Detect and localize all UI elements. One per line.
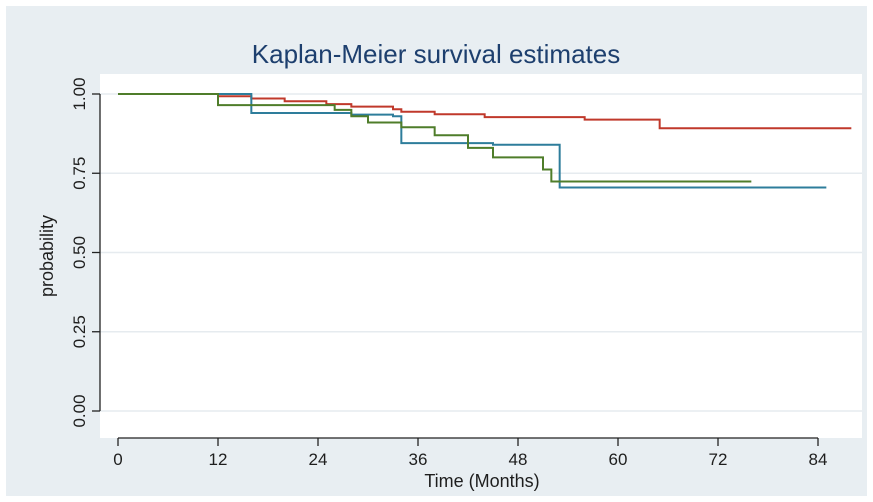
survival-curves	[118, 93, 852, 189]
y-axis: 0.00 0.25 0.50 0.75 1.00	[70, 77, 101, 428]
y-axis-title: probability	[37, 215, 57, 297]
x-tick-label: 24	[309, 450, 328, 469]
x-tick-label: 84	[809, 450, 828, 469]
chart-panel: Kaplan-Meier survival estimates 0.00 0.25…	[6, 6, 867, 496]
y-tick-label: 0.00	[70, 394, 89, 427]
x-tick-label: 48	[509, 450, 528, 469]
x-axis: 0 12 24 36 48 60 72 84	[113, 437, 828, 469]
y-tick-label: 0.25	[70, 315, 89, 348]
x-tick-label: 0	[113, 450, 122, 469]
survival-curve-2	[118, 93, 827, 189]
y-tick-label: 0.50	[70, 236, 89, 269]
grid-lines	[100, 93, 862, 412]
chart-title: Kaplan-Meier survival estimates	[252, 39, 620, 69]
x-tick-label: 12	[209, 450, 228, 469]
km-chart: Kaplan-Meier survival estimates 0.00 0.25…	[37, 39, 862, 491]
y-tick-label: 1.00	[70, 77, 89, 110]
survival-curve-3	[118, 93, 752, 183]
plot-area	[100, 74, 862, 438]
x-tick-label: 72	[709, 450, 728, 469]
y-tick-label: 0.75	[70, 157, 89, 190]
x-tick-label: 60	[609, 450, 628, 469]
x-tick-label: 36	[409, 450, 428, 469]
x-axis-title: Time (Months)	[424, 471, 539, 491]
